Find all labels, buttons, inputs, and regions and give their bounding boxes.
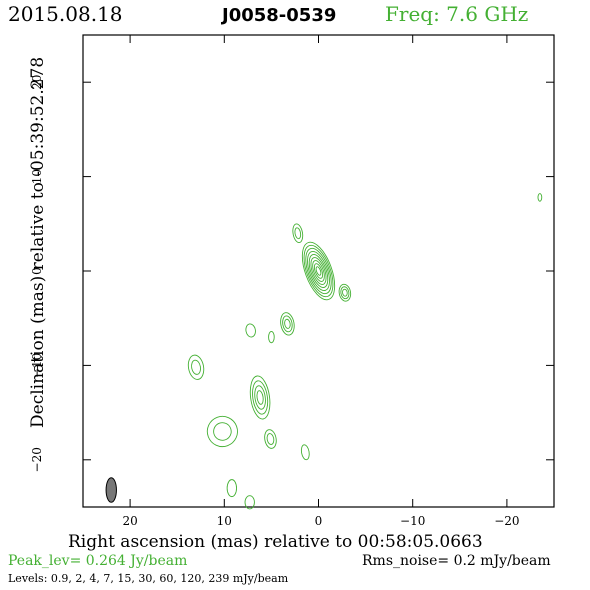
observation-date: 2015.08.18 bbox=[8, 2, 123, 26]
contour-line bbox=[282, 315, 293, 333]
contour-line bbox=[249, 375, 271, 420]
contour-line bbox=[268, 330, 275, 344]
y-tick-label: 0 bbox=[30, 267, 44, 275]
contour-line bbox=[206, 415, 238, 448]
contour-line bbox=[305, 247, 332, 295]
contour-lines bbox=[187, 193, 543, 510]
contour-line bbox=[252, 380, 269, 415]
contour-line bbox=[191, 359, 201, 375]
source-name: J0058-0539 bbox=[222, 5, 337, 26]
contour-line bbox=[226, 479, 237, 498]
rms-noise-text: Rms_noise= 0.2 mJy/beam bbox=[362, 553, 551, 569]
contour-line bbox=[244, 495, 255, 510]
x-tick-label: 0 bbox=[315, 514, 323, 528]
contour-line bbox=[313, 263, 324, 279]
x-tick-label: −10 bbox=[400, 514, 425, 528]
y-tick-label: 10 bbox=[30, 169, 44, 184]
x-axis-label: Right ascension (mas) relative to 00:58:… bbox=[68, 532, 483, 552]
contour-line bbox=[537, 193, 543, 202]
contour-line bbox=[187, 354, 205, 380]
contour-line bbox=[340, 286, 350, 300]
contour-levels-text: Levels: 0.9, 2, 4, 7, 15, 30, 60, 120, 2… bbox=[8, 572, 289, 585]
contour-line bbox=[307, 250, 330, 292]
beam-marker bbox=[105, 477, 117, 503]
y-tick-label: −20 bbox=[30, 447, 44, 472]
contour-line bbox=[266, 433, 275, 445]
contour-line bbox=[256, 390, 264, 405]
y-tick-label: 20 bbox=[30, 75, 44, 90]
contour-line bbox=[301, 241, 336, 301]
contour-line bbox=[294, 227, 302, 240]
axis-ticks: 20 10 0 −10 −20 20 10 0 −10 −20 bbox=[30, 35, 554, 528]
contour-line bbox=[338, 283, 352, 302]
contour-line bbox=[254, 385, 266, 410]
contour-line bbox=[312, 260, 325, 282]
x-tick-label: −20 bbox=[494, 514, 519, 528]
observing-frequency: Freq: 7.6 GHz bbox=[385, 2, 529, 26]
contour-line bbox=[284, 318, 291, 329]
x-tick-label: 10 bbox=[217, 514, 232, 528]
peak-level-text: Peak_lev= 0.264 Jy/beam bbox=[8, 553, 188, 569]
plot-frame bbox=[82, 34, 555, 508]
contour-line bbox=[310, 257, 327, 285]
contour-line bbox=[245, 323, 256, 338]
contour-line bbox=[308, 254, 329, 288]
contour-line bbox=[303, 244, 334, 298]
x-tick-label: 20 bbox=[122, 514, 137, 528]
y-axis-label: Declination (mas) relative to -05:39:52.… bbox=[28, 56, 48, 428]
contour-line bbox=[342, 288, 348, 297]
contour-line bbox=[280, 312, 295, 336]
contour-line bbox=[300, 444, 310, 461]
y-tick-label: −10 bbox=[30, 353, 44, 378]
contour-line bbox=[213, 422, 232, 441]
beam-ellipse bbox=[105, 477, 117, 503]
contour-line bbox=[264, 429, 277, 449]
contour-line bbox=[292, 223, 304, 244]
contour-line bbox=[315, 266, 322, 276]
